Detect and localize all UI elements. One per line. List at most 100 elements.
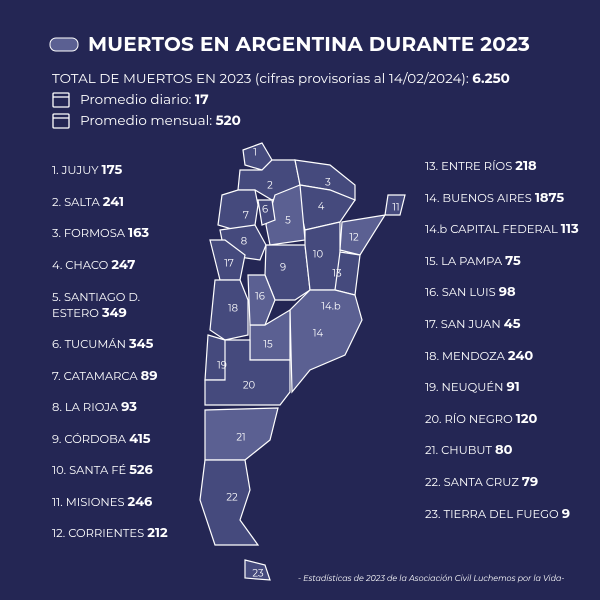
province	[209, 239, 246, 281]
map-label: 9	[280, 261, 286, 274]
footer: - Estadísticas de 2023 de la Asociación …	[298, 574, 565, 584]
province-name: 8. LA RIOJA	[52, 400, 119, 414]
province-name: 22. SANTA CRUZ	[425, 475, 519, 489]
map-label: 19	[217, 359, 227, 372]
province-name: 17. SAN JUAN	[425, 317, 501, 331]
total-value: 6.250	[472, 71, 510, 87]
provinces	[199, 142, 406, 581]
total-line: TOTAL DE MUERTOS EN 2023 (cifras proviso…	[52, 71, 510, 87]
province-name: 7. CATAMARCA	[52, 368, 138, 383]
map-label: 15	[263, 338, 273, 351]
province-item: 13. ENTRE RÍOS 218	[425, 158, 537, 174]
province-name: 11. MISIONES	[52, 494, 125, 509]
province-value: 89	[140, 367, 158, 384]
title: MUERTOS EN ARGENTINA DURANTE 2023	[88, 33, 531, 57]
province-name: 19. NEUQUÉN	[425, 380, 504, 395]
province-name: 15. LA PAMPA	[425, 253, 503, 268]
map-label: 16	[255, 290, 265, 303]
province-value: 113	[560, 221, 579, 238]
title-icon	[49, 37, 79, 52]
province	[289, 289, 363, 394]
province-name: 9. CÓRDOBA	[52, 431, 127, 446]
province-item: 3. FORMOSA 163	[52, 225, 149, 241]
province-item: 20. RÍO NEGRO 120	[425, 411, 537, 427]
province-value: 93	[121, 399, 137, 415]
province-name: 4. CHACO	[52, 258, 109, 273]
province-value: 91	[506, 379, 520, 396]
map-label: 11	[392, 201, 399, 214]
province-value: 247	[111, 257, 136, 274]
province-name: 3. FORMOSA	[52, 226, 126, 241]
province-value: 240	[507, 347, 534, 364]
province-value: 80	[494, 442, 513, 459]
map-label: 1	[253, 146, 257, 159]
province	[384, 194, 406, 216]
province-name: 2. SALTA	[52, 194, 100, 209]
province	[204, 339, 291, 406]
province-value: 345	[128, 336, 154, 352]
province-value: 163	[128, 225, 150, 242]
province	[209, 279, 249, 341]
province-item: 14.b CAPITAL FEDERAL 113	[425, 221, 579, 237]
map-label: 22	[226, 491, 238, 504]
province-value: 98	[498, 284, 516, 301]
map-label: 7	[243, 209, 249, 222]
province-name: 1. JUJUY	[52, 163, 99, 177]
map-label: 23	[252, 567, 264, 580]
province	[199, 459, 260, 546]
province-name: 10. SANTA FÉ	[52, 463, 127, 477]
map-label: 14	[313, 327, 324, 340]
province-value: 120	[515, 410, 538, 427]
province-value: 526	[129, 462, 153, 478]
province-name: 5. SANTIAGO D. ESTERO	[52, 289, 141, 320]
province-value: 415	[129, 430, 151, 447]
province-value: 9	[561, 505, 570, 522]
map-label: 8	[241, 235, 247, 248]
province-name: 14.b CAPITAL FEDERAL	[425, 222, 558, 237]
province-value: 75	[505, 252, 521, 269]
province	[217, 189, 259, 231]
province-item: 15. LA PAMPA 75	[425, 253, 521, 269]
map-label: 2	[267, 179, 273, 192]
province-item: 14. BUENOS AIRES 1875	[425, 190, 564, 206]
map-label: 17	[224, 257, 234, 270]
province-item: 2. SALTA 241	[52, 194, 124, 210]
province-name: 20. RÍO NEGRO	[425, 411, 513, 426]
province-item: 5. SANTIAGO D. ESTERO 349	[52, 289, 152, 321]
province-value: 218	[515, 158, 537, 174]
province-value: 79	[521, 474, 539, 490]
province-item: 10. SANTA FÉ 526	[52, 462, 153, 478]
province-value: 175	[101, 162, 123, 178]
monthly-line: Promedio mensual: 520	[80, 113, 241, 129]
province-item: 21. CHUBUT 80	[425, 442, 512, 458]
province	[244, 559, 271, 581]
map-label: 21	[236, 431, 245, 444]
daily-value: 17	[194, 92, 209, 108]
province-item: 23. TIERRA DEL FUEGO 9	[425, 506, 570, 522]
province	[204, 407, 279, 461]
map-label: 14.b	[321, 300, 341, 313]
map-label: 4	[318, 200, 325, 213]
province-item: 17. SAN JUAN 45	[425, 316, 520, 332]
monthly-label: Promedio mensual:	[80, 113, 213, 129]
province-item: 16. SAN LUIS 98	[425, 284, 516, 300]
province-name: 14. BUENOS AIRES	[425, 190, 532, 205]
province-item: 11. MISIONES 246	[52, 494, 152, 510]
province-item: 7. CATAMARCA 89	[52, 368, 157, 384]
total-label: TOTAL DE MUERTOS EN 2023 (cifras proviso…	[52, 71, 469, 87]
province-value: 45	[503, 316, 521, 332]
province-item: 9. CÓRDOBA 415	[52, 431, 151, 447]
province-name: 18. MENDOZA	[425, 348, 505, 363]
daily-label: Promedio diario:	[80, 92, 192, 108]
map-label: 13	[332, 267, 342, 280]
province-name: 16. SAN LUIS	[425, 285, 496, 300]
province	[339, 214, 387, 256]
province-name: 23. TIERRA DEL FUEGO	[425, 506, 559, 521]
map-label: 5	[285, 214, 291, 227]
province-item: 12. CORRIENTES 212	[52, 525, 168, 541]
province	[247, 274, 276, 326]
map-label: 20	[243, 379, 256, 392]
province-name: 6. TUCUMÁN	[52, 337, 126, 351]
